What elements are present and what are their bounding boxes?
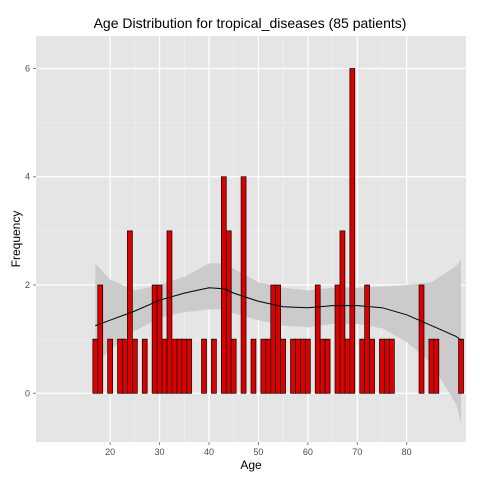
- histogram-bar: [141, 338, 148, 394]
- histogram-bar: [270, 284, 277, 394]
- x-tick-label: 80: [402, 447, 412, 457]
- x-axis-title: Age: [240, 458, 262, 472]
- x-tick-label: 50: [253, 447, 263, 457]
- x-tick-label: 20: [105, 447, 115, 457]
- histogram-bar: [418, 284, 425, 394]
- y-tick-label: 2: [25, 280, 30, 290]
- histogram-bar: [349, 68, 356, 394]
- histogram-bar: [344, 338, 351, 394]
- histogram-bar: [428, 338, 435, 394]
- histogram-bar: [275, 284, 281, 394]
- histogram-bar: [201, 338, 207, 394]
- histogram-bar: [295, 338, 301, 394]
- histogram-bar: [107, 338, 113, 394]
- histogram-bar: [379, 338, 385, 394]
- histogram-bar: [230, 338, 237, 394]
- histogram-bar: [334, 284, 341, 394]
- histogram-bar: [364, 284, 370, 394]
- histogram-bar: [171, 338, 178, 394]
- x-tick-label: 60: [303, 447, 313, 457]
- histogram-bar: [225, 230, 232, 394]
- histogram-bar: [433, 338, 440, 394]
- histogram-bar: [300, 338, 306, 394]
- histogram-bar: [176, 338, 183, 394]
- smooth-trend-line: [95, 287, 462, 341]
- histogram-bar: [280, 338, 286, 394]
- histogram-bar: [186, 338, 193, 394]
- y-axis-title: Frequency: [9, 211, 23, 268]
- histogram-bar: [369, 338, 375, 394]
- y-axis-ticks: 0 2 4 6: [25, 63, 36, 398]
- x-axis-ticks: 20 30 40 50 60 70 80: [105, 442, 412, 457]
- y-tick-label: 0: [25, 388, 30, 398]
- histogram-bar: [305, 338, 311, 394]
- histogram-bar: [389, 338, 395, 394]
- x-tick-label: 70: [352, 447, 362, 457]
- x-tick-label: 30: [155, 447, 165, 457]
- histogram-bar: [339, 230, 346, 394]
- smooth-line: [95, 287, 462, 341]
- histogram-bar: [384, 338, 390, 394]
- histogram-bar: [359, 338, 366, 394]
- y-tick-label: 6: [25, 63, 30, 73]
- histogram-bar: [314, 284, 321, 394]
- histogram-bar: [319, 338, 326, 394]
- histogram-bar: [220, 176, 227, 394]
- histogram-bar: [92, 338, 99, 394]
- histogram-bar: [122, 338, 128, 394]
- chart-title: Age Distribution for tropical_diseases (…: [94, 15, 407, 31]
- histogram-bar: [161, 338, 168, 394]
- y-tick-label: 4: [25, 172, 30, 182]
- histogram-bar: [260, 338, 267, 394]
- histogram-bar: [250, 338, 257, 394]
- histogram-bar: [132, 338, 138, 394]
- histogram-bar: [211, 338, 217, 394]
- histogram-bars: [92, 68, 464, 394]
- x-tick-label: 40: [204, 447, 214, 457]
- histogram-bar: [265, 338, 272, 394]
- histogram-bar: [290, 338, 296, 394]
- histogram-bar: [117, 338, 123, 394]
- histogram-bar: [240, 176, 247, 394]
- histogram-bar: [458, 338, 464, 394]
- histogram-bar: [181, 338, 188, 394]
- histogram-bar: [97, 284, 104, 394]
- histogram-bar: [324, 338, 331, 394]
- histogram-bar: [166, 230, 173, 394]
